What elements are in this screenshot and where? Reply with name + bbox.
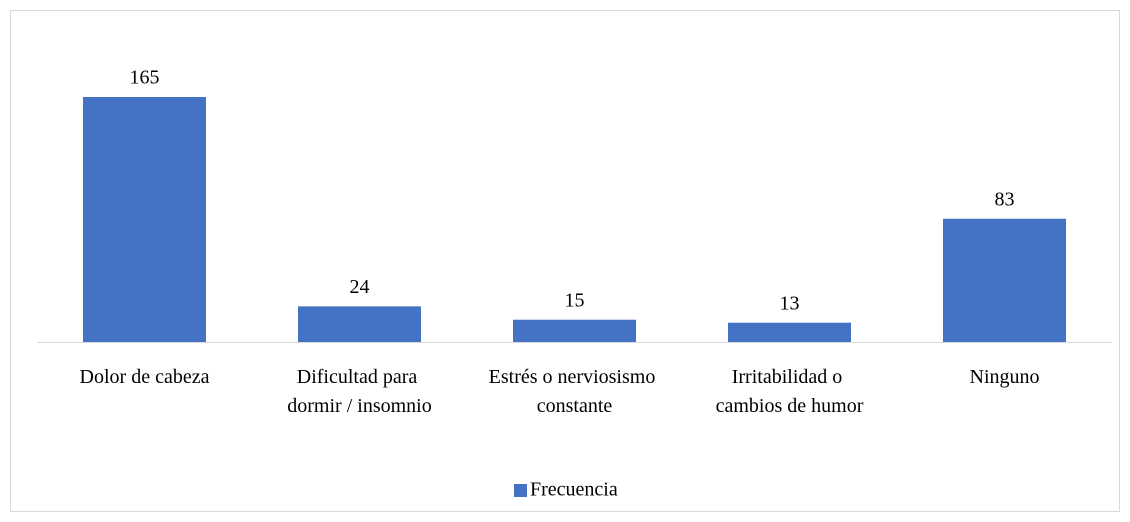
label-line: cambios de humor xyxy=(716,395,864,417)
bar xyxy=(83,97,206,342)
data-label: 165 xyxy=(130,67,160,89)
label-line: dormir / insomnio xyxy=(287,395,431,417)
data-label: 83 xyxy=(995,188,1015,210)
x-tick-label: Ninguno xyxy=(970,366,1040,388)
label-line: Irritabilidad o xyxy=(732,366,848,388)
bar xyxy=(728,322,851,342)
legend-swatch xyxy=(514,484,527,497)
bar xyxy=(943,218,1066,342)
x-tick-label: Estrés o nerviosismo constante xyxy=(489,366,661,417)
bar xyxy=(298,306,421,342)
label-line: Dolor de cabeza xyxy=(80,366,210,388)
x-tick-label: Dificultad para dormir / insomnio xyxy=(287,366,431,417)
label-line: Estrés o nerviosismo xyxy=(489,366,661,388)
legend-label: Frecuencia xyxy=(530,479,618,501)
label-line: constante xyxy=(537,395,613,417)
data-label: 24 xyxy=(350,276,370,298)
x-tick-label: Irritabilidad o cambios de humor xyxy=(716,366,864,417)
data-label: 15 xyxy=(565,289,585,311)
label-line: Ninguno xyxy=(970,366,1040,388)
data-label: 13 xyxy=(780,292,800,314)
bar xyxy=(513,319,636,342)
label-line: Dificultad para xyxy=(297,366,423,388)
x-tick-label: Dolor de cabeza xyxy=(80,366,210,388)
